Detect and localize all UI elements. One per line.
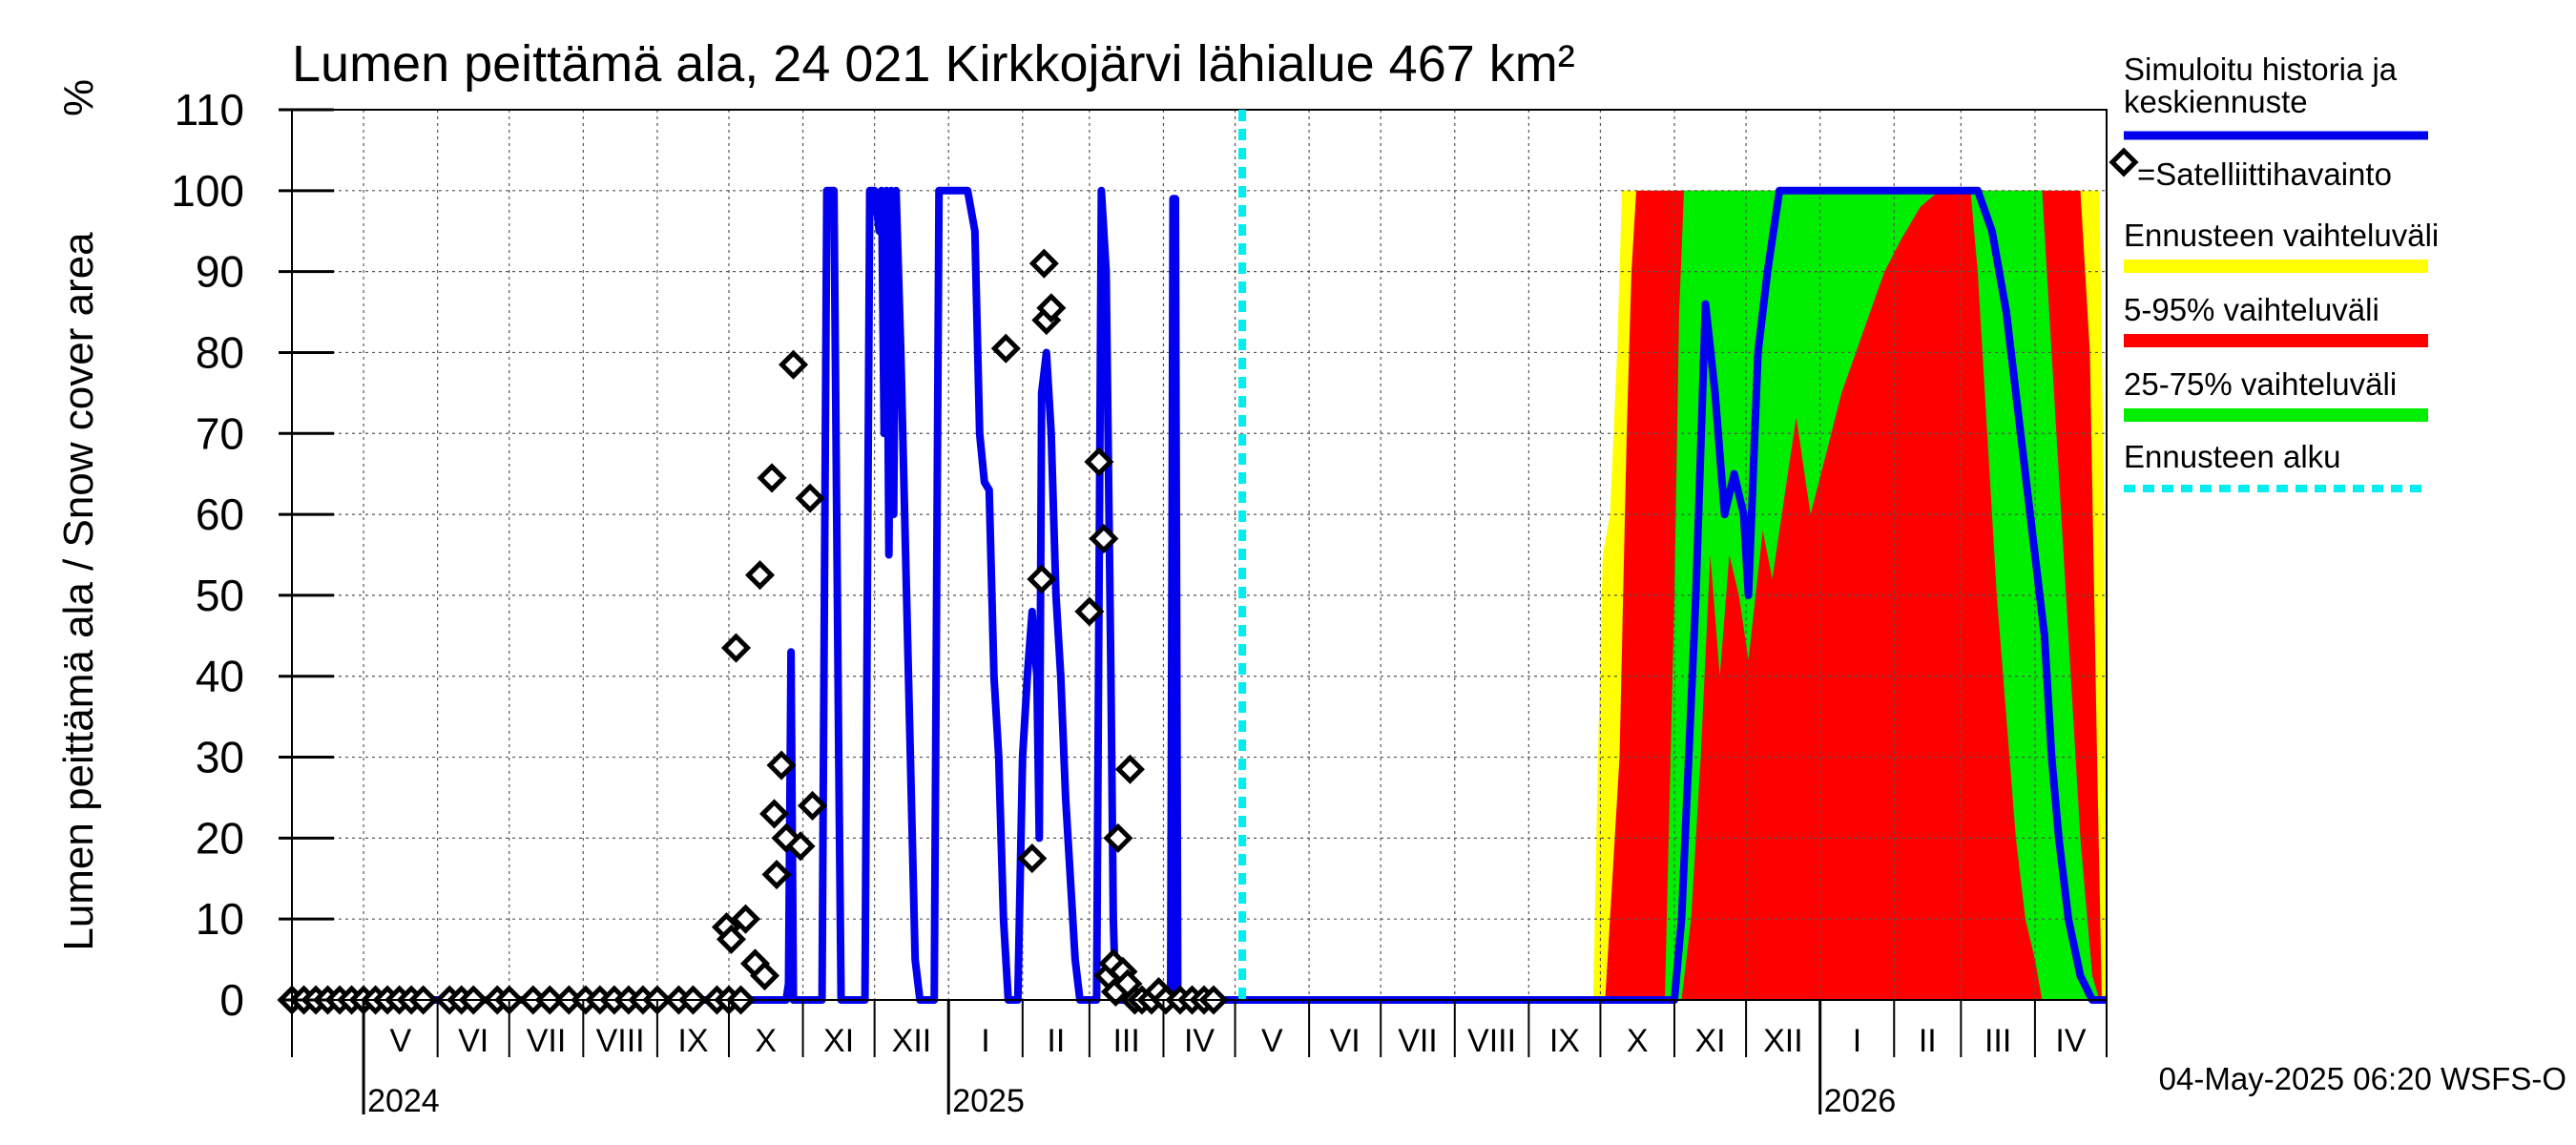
legend-swatch-satellite (2109, 147, 2139, 177)
satellite-observations (277, 248, 1229, 1015)
satellite-point (757, 463, 787, 493)
x-month-label: VI (1330, 1023, 1361, 1059)
satellite-point (758, 799, 790, 829)
satellite-point (1114, 754, 1145, 784)
x-month-label: VII (1398, 1023, 1438, 1059)
satellite-point (1084, 447, 1114, 477)
band-p25_75 (1665, 190, 2100, 1001)
y-tick-label: 110 (175, 85, 244, 135)
x-month-label: VIII (1467, 1023, 1516, 1059)
y-tick-label: 60 (196, 489, 244, 539)
satellite-point (1017, 843, 1048, 874)
legend-label-p25-75: 25-75% vaihteluväli (2124, 366, 2397, 402)
legend-swatch-range (2124, 260, 2428, 273)
legend-label-satellite: =Satelliittihavainto (2137, 156, 2392, 192)
satellite-point (1036, 293, 1067, 323)
x-month-label: II (1047, 1023, 1065, 1059)
x-month-label: XII (1763, 1023, 1803, 1059)
x-month-label: VI (458, 1023, 488, 1059)
x-month-label: V (390, 1023, 412, 1059)
legend-label-sim-line1: Simuloitu historia ja (2124, 52, 2398, 87)
y-tick-label: 10 (196, 894, 244, 944)
satellite-point (749, 961, 780, 991)
x-month-label: I (1853, 1023, 1861, 1059)
satellite-point (761, 859, 792, 890)
y-axis-unit: % (55, 79, 102, 116)
simulated-line (292, 186, 2107, 1004)
satellite-point (990, 333, 1021, 364)
chart-title: Lumen peittämä ala, 24 021 Kirkkojärvi l… (292, 35, 1575, 93)
satellite-point (730, 904, 761, 934)
x-month-label: VIII (596, 1023, 645, 1059)
x-month-label: II (1919, 1023, 1937, 1059)
x-month-label: X (755, 1023, 777, 1059)
x-month-label: VII (527, 1023, 567, 1059)
satellite-point (720, 633, 752, 663)
y-tick-label: 20 (196, 813, 244, 863)
x-month-label: V (1261, 1023, 1283, 1059)
legend-label-range: Ennusteen vaihteluväli (2124, 218, 2439, 253)
x-month-label: IV (1184, 1023, 1215, 1059)
y-tick-label: 50 (196, 571, 244, 620)
satellite-point (1028, 248, 1059, 279)
satellite-point (798, 790, 828, 821)
satellite-point (1074, 596, 1105, 627)
y-tick-label: 40 (196, 652, 244, 701)
legend-swatch-p5-95 (2124, 334, 2428, 347)
x-month-label: X (1627, 1023, 1649, 1059)
simulated-series (292, 186, 2107, 1004)
satellite-point (785, 831, 816, 862)
plot-frame (291, 109, 2108, 1001)
timestamp-footer: 04-May-2025 06:20 WSFS-O (2159, 1061, 2566, 1096)
x-month-label: III (1112, 1023, 1139, 1059)
y-tick-label: 30 (196, 733, 244, 782)
x-month-label: IX (1549, 1023, 1580, 1059)
x-month-label: IV (2055, 1023, 2086, 1059)
satellite-point (795, 483, 825, 513)
legend-label-sim-line2: keskiennuste (2124, 84, 2308, 119)
x-month-label: XI (823, 1023, 854, 1059)
x-month-label: III (1984, 1023, 2011, 1059)
satellite-point (1103, 822, 1133, 853)
satellite-point (716, 924, 747, 954)
x-year-label: 2025 (952, 1083, 1025, 1119)
satellite-point (766, 750, 797, 781)
y-tick-label: 0 (219, 975, 244, 1025)
x-month-label: IX (677, 1023, 708, 1059)
satellite-point (1027, 564, 1057, 594)
satellite-point (744, 560, 776, 591)
legend-swatch-p25-75 (2124, 408, 2428, 422)
x-year-label: 2026 (1824, 1083, 1897, 1119)
y-tick-label: 100 (171, 166, 244, 216)
y-tick-label: 90 (196, 247, 244, 297)
y-tick-label: 70 (196, 408, 244, 458)
x-year-label: 2024 (367, 1083, 440, 1119)
y-axis-label: Lumen peittämä ala / Snow cover area (55, 232, 102, 951)
legend-label-p5-95: 5-95% vaihteluväli (2124, 292, 2379, 327)
x-month-label: XI (1695, 1023, 1726, 1059)
satellite-point (779, 349, 809, 380)
y-tick-label: 80 (196, 327, 244, 377)
x-month-label: I (981, 1023, 989, 1059)
x-month-label: XII (892, 1023, 932, 1059)
legend-label-forecast-start: Ennusteen alku (2124, 439, 2341, 474)
satellite-point (1089, 524, 1119, 554)
